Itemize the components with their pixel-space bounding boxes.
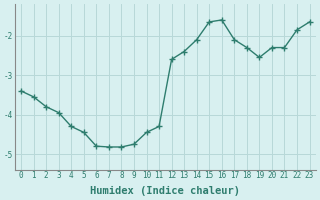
X-axis label: Humidex (Indice chaleur): Humidex (Indice chaleur) — [90, 186, 240, 196]
